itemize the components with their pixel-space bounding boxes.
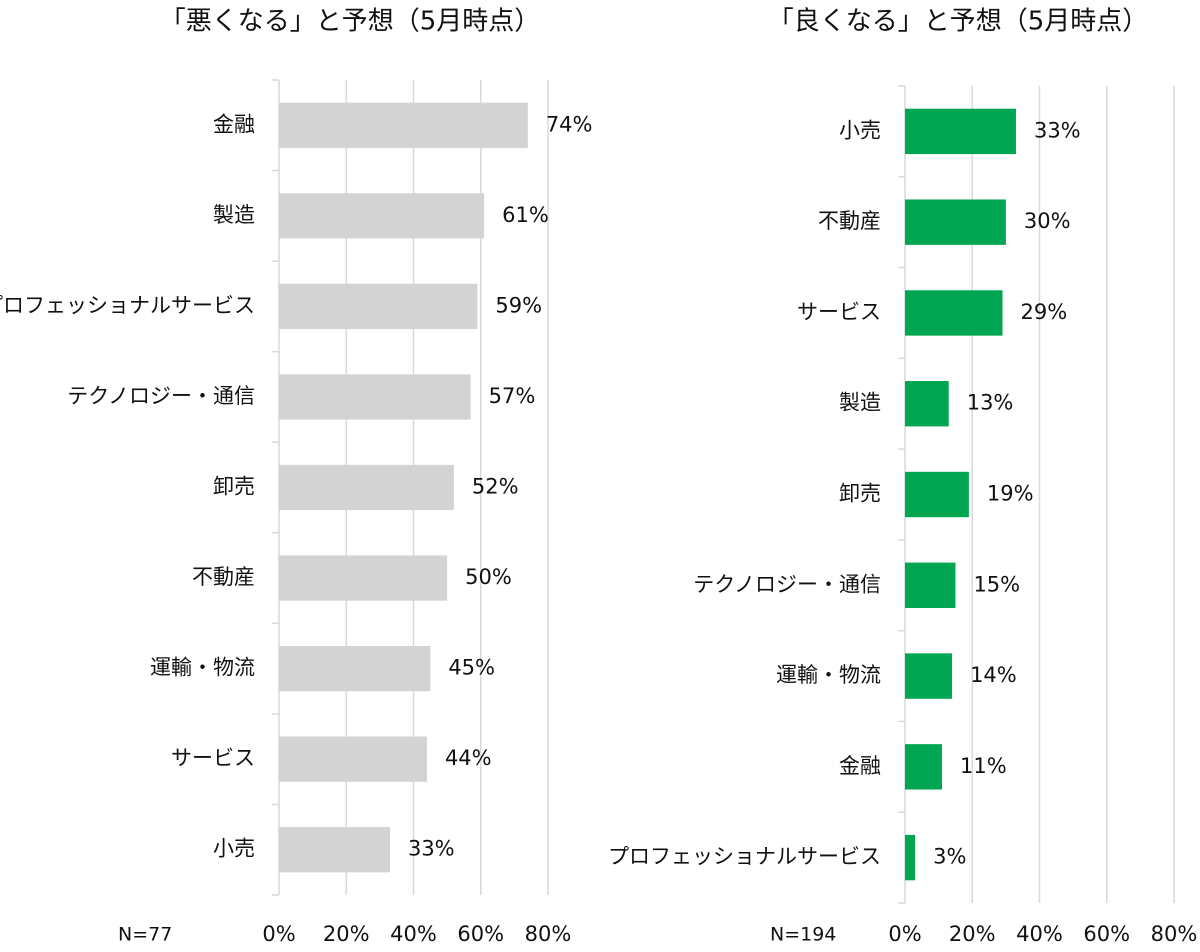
sample-note: N=194 <box>770 924 836 946</box>
bar <box>279 827 390 873</box>
chart-title: 「悪くなる」と予想（5月時点） <box>160 7 541 37</box>
bar <box>279 193 485 239</box>
bar <box>279 736 427 782</box>
value-label: 30% <box>1024 209 1071 233</box>
value-label: 3% <box>933 845 966 869</box>
x-tick-label: 80% <box>1151 922 1198 946</box>
value-label: 11% <box>960 754 1007 778</box>
x-tick-label: 40% <box>1016 922 1063 946</box>
category-label: サービス <box>797 300 881 324</box>
category-label: プロフェッショナルサービス <box>608 845 881 869</box>
category-label: 卸売 <box>213 475 255 499</box>
bar <box>905 108 1016 155</box>
value-label: 13% <box>967 391 1014 415</box>
x-tick-label: 80% <box>525 922 572 946</box>
value-label: 57% <box>489 384 536 408</box>
category-label: 不動産 <box>818 209 881 233</box>
value-label: 59% <box>495 293 542 317</box>
bar <box>905 834 916 881</box>
x-tick-label: 0% <box>888 922 921 946</box>
bar <box>279 283 478 330</box>
bar <box>279 555 448 601</box>
category-label: 運輸・物流 <box>150 656 255 680</box>
value-label: 33% <box>1034 118 1081 142</box>
value-label: 14% <box>970 663 1017 687</box>
category-label: 小売 <box>213 837 255 861</box>
value-label: 29% <box>1021 300 1068 324</box>
bar <box>279 374 471 420</box>
x-tick-label: 60% <box>457 922 504 946</box>
x-tick-label: 40% <box>390 922 437 946</box>
x-tick-label: 0% <box>262 922 295 946</box>
bar <box>279 102 528 148</box>
bar <box>905 199 1006 245</box>
category-label: 製造 <box>839 391 881 415</box>
value-label: 74% <box>546 112 593 136</box>
category-label: 不動産 <box>192 565 255 589</box>
x-tick-label: 20% <box>949 922 996 946</box>
value-label: 44% <box>445 746 492 770</box>
category-label: 運輸・物流 <box>776 663 881 687</box>
category-label: 小売 <box>839 118 881 142</box>
chart-title: 「良くなる」と予想（5月時点） <box>768 7 1149 37</box>
value-label: 45% <box>448 656 495 680</box>
category-label: 金融 <box>213 112 255 136</box>
value-label: 50% <box>465 565 512 589</box>
category-label: テクノロジー・通信 <box>67 384 255 408</box>
bar <box>905 290 1003 336</box>
bar <box>279 464 454 511</box>
value-label: 52% <box>472 475 519 499</box>
category-label: 卸売 <box>839 482 881 506</box>
value-label: 61% <box>502 203 549 227</box>
x-tick-label: 60% <box>1083 922 1130 946</box>
bar <box>905 744 942 790</box>
bar <box>279 645 431 692</box>
bar <box>905 653 953 699</box>
bar <box>905 562 956 608</box>
category-label: 金融 <box>839 754 881 778</box>
category-label: サービス <box>171 746 255 770</box>
category-label: プロフェッショナルサービス <box>0 293 255 317</box>
value-label: 19% <box>987 482 1034 506</box>
sample-note: N=77 <box>118 924 172 946</box>
value-label: 33% <box>408 837 455 861</box>
value-label: 15% <box>973 572 1020 596</box>
category-label: テクノロジー・通信 <box>693 572 881 596</box>
bar <box>905 381 949 427</box>
bar <box>905 471 969 518</box>
category-label: 製造 <box>213 203 255 227</box>
x-tick-label: 20% <box>323 922 370 946</box>
